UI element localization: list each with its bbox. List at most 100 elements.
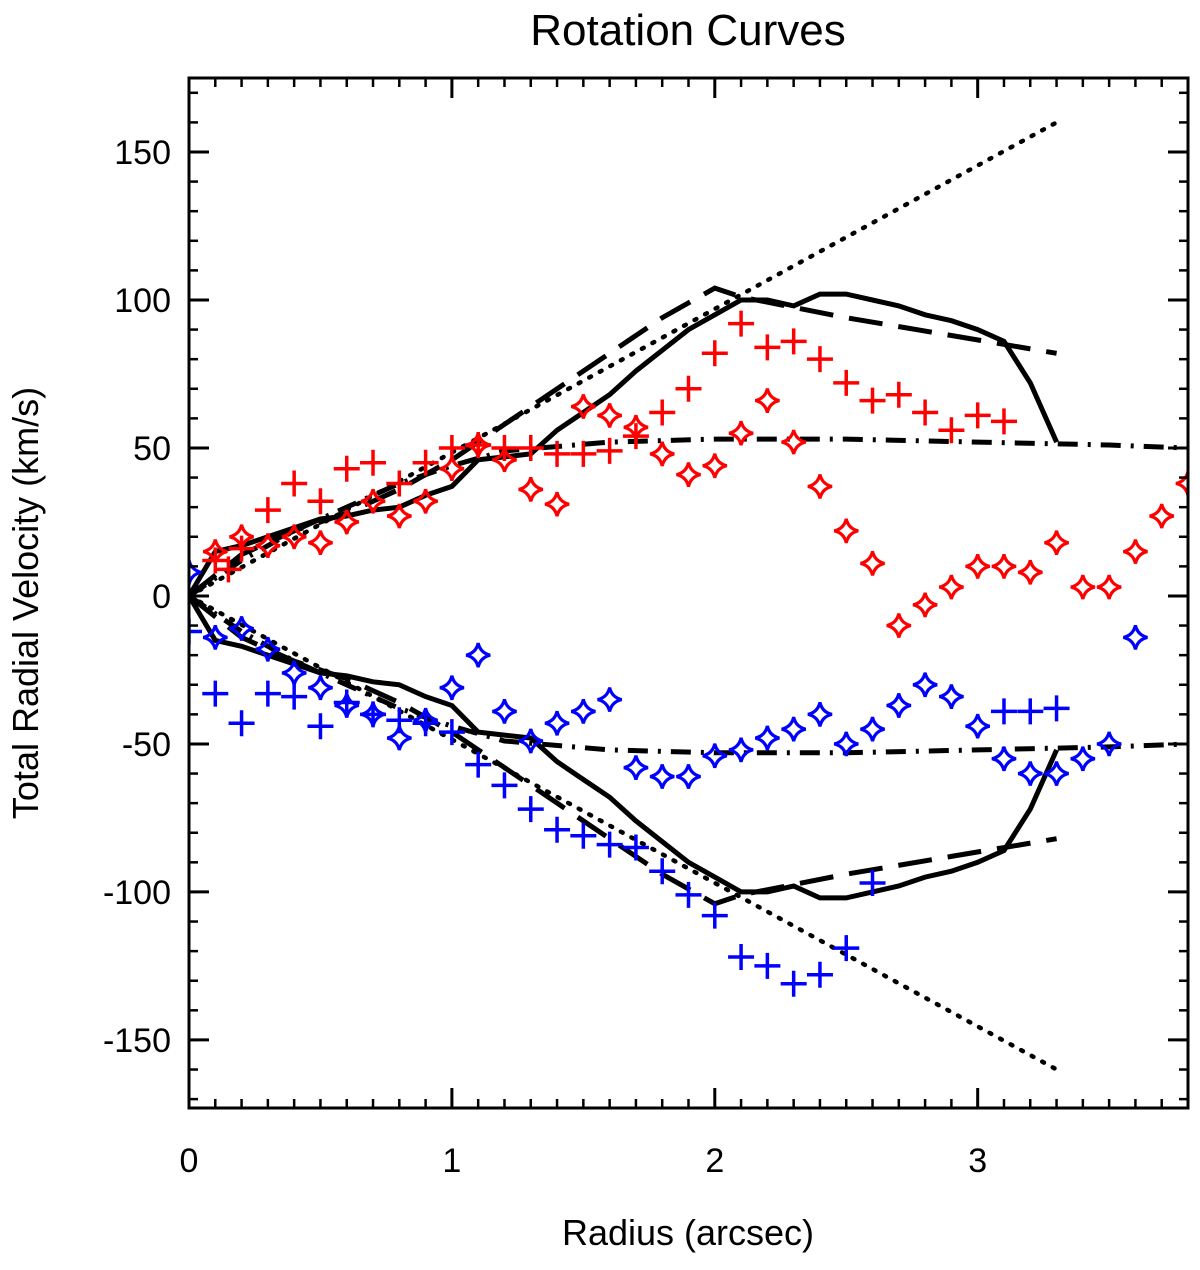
blue-plus-point xyxy=(438,719,465,746)
red-star-point xyxy=(229,524,255,550)
red-plus-point xyxy=(307,488,334,515)
blue-star-point xyxy=(807,701,833,727)
blue-plus-point xyxy=(780,970,807,997)
blue-plus-point xyxy=(544,816,571,843)
red-plus-point xyxy=(596,437,623,464)
blue-star-point xyxy=(386,725,412,751)
blue-star-point xyxy=(860,716,885,742)
red-plus-point xyxy=(215,556,242,583)
red-star-point xyxy=(1044,530,1069,556)
blue-plus-point xyxy=(517,796,544,823)
red-star-point xyxy=(728,420,754,446)
blue-star-point xyxy=(991,746,1017,772)
blue-plus-point xyxy=(307,713,334,740)
red-star-point xyxy=(413,488,439,514)
red-star-point xyxy=(308,530,333,556)
blue-plus-point xyxy=(596,831,623,858)
red-star-point xyxy=(1122,539,1148,564)
blue-star-point xyxy=(544,710,570,736)
y-tick-label: -100 xyxy=(103,874,171,912)
red-star-point xyxy=(965,553,991,579)
blue-star-point xyxy=(189,559,202,585)
blue-star-point xyxy=(781,716,807,742)
series-dashed-lower-line xyxy=(189,594,1058,907)
blue-plus-point xyxy=(728,944,755,971)
red-star-point xyxy=(1070,574,1096,600)
series-red-plus xyxy=(202,310,1017,583)
red-star-point xyxy=(1096,574,1122,600)
y-tick-label: -50 xyxy=(122,726,171,764)
blue-plus-point xyxy=(1043,695,1070,722)
blue-plus-point xyxy=(990,698,1017,725)
red-star-point xyxy=(860,550,885,576)
red-star-point xyxy=(360,488,386,514)
red-plus-point xyxy=(701,340,728,367)
y-tick-label: 150 xyxy=(114,134,171,172)
x-tick-label: 2 xyxy=(705,1142,724,1180)
blue-star-point xyxy=(308,675,333,701)
blue-star-point xyxy=(570,698,596,724)
blue-plus-point xyxy=(806,961,833,988)
plot-area xyxy=(189,120,1188,1072)
blue-star-point xyxy=(1070,746,1096,772)
series-red-star xyxy=(202,388,1188,638)
red-star-point xyxy=(544,491,570,517)
red-star-point xyxy=(702,453,728,479)
y-tick-label: 50 xyxy=(133,430,171,468)
red-star-point xyxy=(754,388,780,414)
blue-star-point xyxy=(912,672,938,698)
series-dotted-lower-line xyxy=(189,593,1059,1072)
red-star-point xyxy=(255,533,281,559)
red-plus-point xyxy=(859,387,886,414)
red-plus-point xyxy=(990,408,1017,435)
blue-star-point xyxy=(492,698,517,724)
red-plus-point xyxy=(386,470,413,497)
blue-star-point xyxy=(886,693,912,718)
blue-star-point xyxy=(754,725,780,751)
blue-plus-point xyxy=(491,772,518,799)
y-tick-label: 0 xyxy=(152,578,171,616)
red-plus-point xyxy=(833,369,860,396)
red-star-point xyxy=(334,509,360,535)
axes: 0 1 2 3 -150 -100 -50 0 50 100 150 xyxy=(103,76,1190,1180)
red-star-point xyxy=(676,462,701,488)
blue-star-point xyxy=(360,701,386,727)
series-dashdot-lower-line xyxy=(189,593,1188,756)
red-star-point xyxy=(386,503,412,529)
blue-star-point xyxy=(1122,624,1148,650)
blue-plus-point xyxy=(189,618,202,645)
red-plus-point xyxy=(938,417,965,444)
blue-plus-point xyxy=(622,834,649,861)
red-plus-point xyxy=(675,375,702,402)
red-star-point xyxy=(439,456,465,482)
red-star-point xyxy=(833,518,859,544)
red-plus-point xyxy=(728,310,755,337)
red-plus-point xyxy=(254,497,281,524)
red-plus-point xyxy=(360,449,387,476)
red-plus-point xyxy=(806,346,833,373)
red-plus-point xyxy=(780,328,807,355)
red-star-point xyxy=(202,539,228,564)
blue-plus-point xyxy=(202,680,229,707)
red-star-point xyxy=(912,592,938,618)
blue-plus-point xyxy=(281,683,308,710)
blue-star-point xyxy=(202,624,228,650)
blue-star-point xyxy=(597,687,623,712)
red-star-point xyxy=(781,429,807,455)
blue-plus-point xyxy=(833,935,860,962)
red-plus-point xyxy=(570,440,597,467)
red-star-point xyxy=(1175,471,1188,496)
red-plus-point xyxy=(517,434,544,461)
red-plus-point xyxy=(912,399,939,426)
blue-star-point xyxy=(281,660,307,686)
blue-star-point xyxy=(623,755,649,781)
red-star-point xyxy=(649,441,675,467)
red-star-point xyxy=(623,414,649,440)
red-star-point xyxy=(281,524,307,550)
red-star-point xyxy=(886,613,912,638)
red-plus-point xyxy=(649,399,676,426)
blue-star-point xyxy=(334,693,360,718)
blue-star-point xyxy=(728,737,754,763)
